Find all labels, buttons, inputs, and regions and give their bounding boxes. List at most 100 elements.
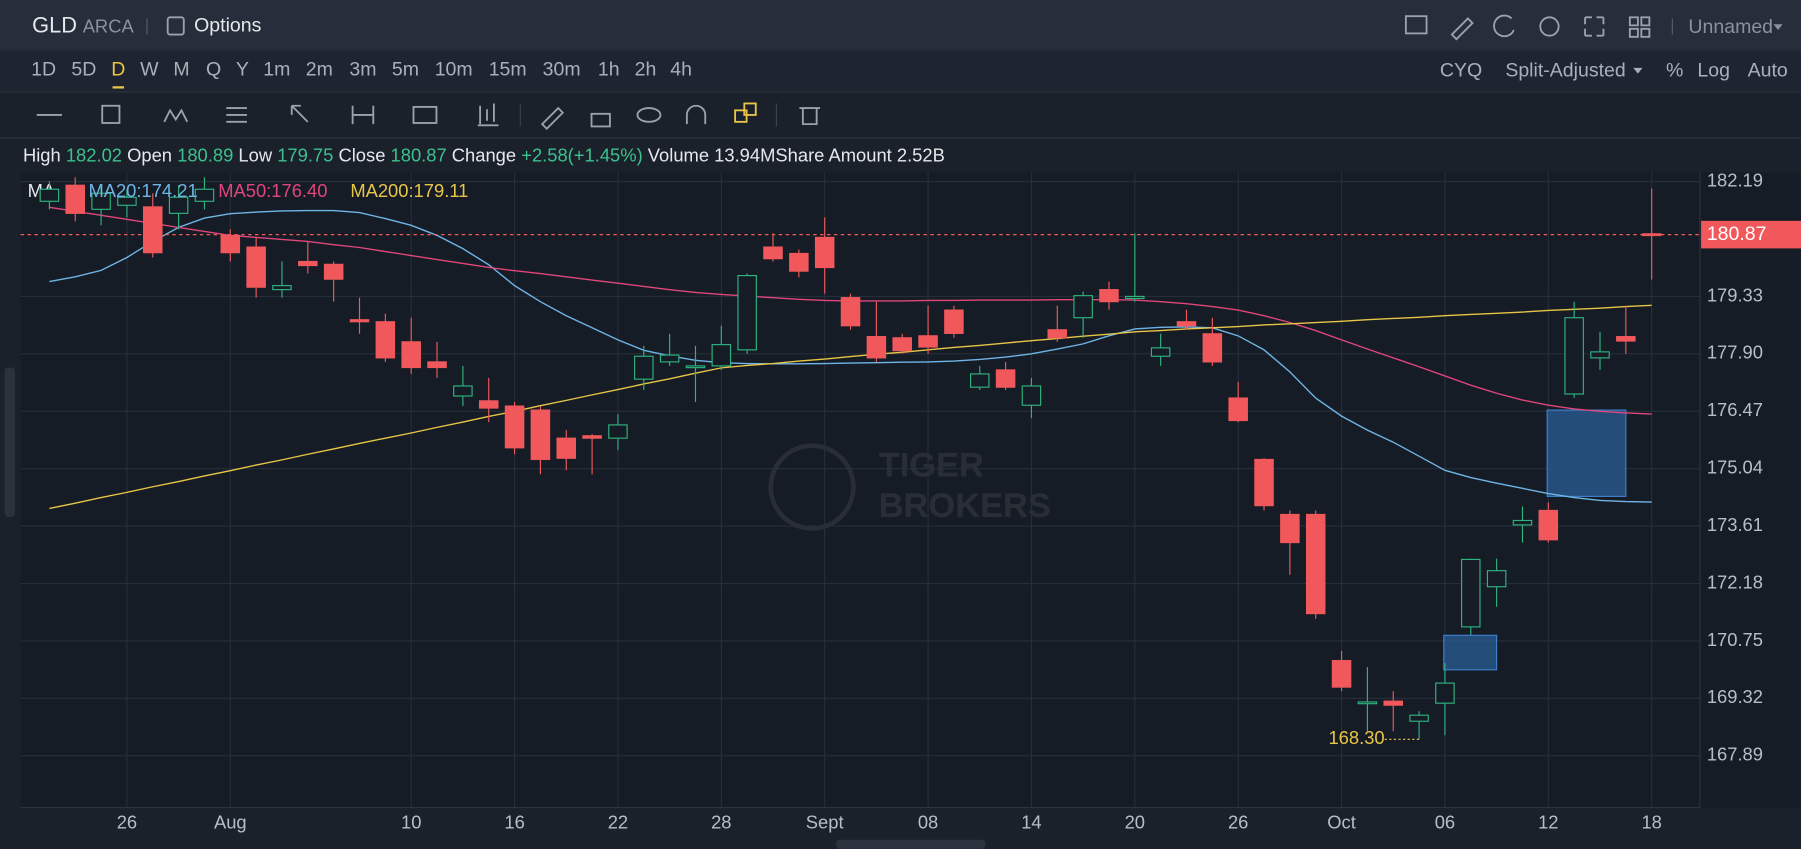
timeframe-button[interactable]: D — [111, 58, 125, 80]
timeframe-button[interactable]: 3m — [349, 58, 376, 80]
icon-fullscreen[interactable] — [1584, 16, 1605, 37]
quote-value: 180.87 — [391, 144, 447, 165]
candle — [1409, 711, 1429, 740]
candle — [1047, 305, 1068, 342]
quote-value: +2.58(+1.45%) — [521, 144, 642, 165]
y-tick-label: 179.33 — [1707, 284, 1763, 305]
drawing-tools — [36, 102, 821, 131]
candle-body — [789, 252, 809, 272]
icon-layout[interactable] — [1628, 16, 1639, 27]
tool-rect[interactable] — [101, 104, 121, 124]
timeframe-button[interactable]: 30m — [543, 58, 581, 80]
candle-body — [272, 285, 292, 291]
icon-refresh[interactable] — [1493, 14, 1515, 38]
candle-body — [1512, 519, 1533, 526]
chart-option[interactable]: Log — [1697, 59, 1730, 81]
chart-option[interactable]: % — [1666, 59, 1683, 81]
timeframe-button[interactable]: 5m — [392, 58, 419, 80]
chart-option[interactable]: Auto — [1748, 59, 1788, 81]
tool-delete[interactable] — [799, 107, 821, 126]
candle — [763, 233, 783, 262]
icon-layout — [1640, 16, 1651, 27]
candle — [39, 181, 60, 210]
candle — [530, 406, 551, 475]
tool-pattern[interactable] — [163, 108, 189, 123]
tool-candle[interactable] — [477, 103, 499, 127]
candle — [65, 177, 85, 222]
options-button[interactable]: Options — [194, 15, 261, 37]
icon-edit[interactable] — [1450, 17, 1474, 41]
timeframe-button[interactable]: Y — [236, 58, 249, 80]
tool-fib[interactable] — [226, 107, 247, 123]
timeframe-button[interactable]: 1D — [31, 58, 56, 80]
chart-option[interactable]: CYQ — [1440, 59, 1482, 81]
tool-pen[interactable] — [540, 106, 565, 131]
candle-body — [1280, 513, 1300, 544]
quote-value: 13.94M — [714, 144, 775, 165]
candle — [1305, 510, 1326, 619]
candle — [168, 185, 189, 230]
timeframe-button[interactable]: M — [173, 58, 189, 80]
chart-option[interactable]: Split-Adjusted — [1505, 59, 1625, 81]
tool-lock[interactable] — [590, 112, 611, 128]
last-price-label: 180.87 — [1707, 223, 1767, 245]
timeframe-button[interactable]: 2h — [635, 58, 657, 80]
candle — [892, 333, 912, 354]
timeframe-button[interactable]: 5D — [71, 58, 96, 80]
timeframe-button[interactable]: 1m — [263, 58, 290, 80]
tool-link[interactable] — [734, 109, 748, 123]
header-bar — [0, 0, 1801, 51]
candle — [1099, 281, 1119, 310]
candle — [1254, 458, 1274, 511]
y-tick-label: 173.61 — [1707, 514, 1763, 535]
candle-body — [1435, 682, 1455, 704]
candle-body — [1461, 558, 1481, 628]
icon-settings[interactable] — [1539, 16, 1560, 37]
candle — [246, 237, 266, 298]
tool-eye[interactable] — [636, 107, 662, 123]
candle — [1021, 377, 1042, 419]
tool-magnet[interactable] — [685, 104, 707, 125]
tool-measure[interactable] — [351, 105, 375, 125]
timeframe-button[interactable]: 10m — [435, 58, 473, 80]
x-tick-label: 26 — [117, 811, 137, 832]
candle — [556, 430, 577, 471]
side-handle[interactable] — [4, 367, 15, 517]
candle — [1564, 301, 1584, 399]
candle-body — [918, 335, 938, 348]
candle — [737, 273, 757, 354]
x-tick-label: 20 — [1125, 811, 1145, 832]
quote-value: 2.52B — [897, 144, 945, 165]
scrollbar[interactable] — [836, 839, 986, 849]
tool-text[interactable] — [412, 105, 438, 124]
candle — [298, 241, 318, 274]
candle — [194, 177, 215, 210]
timeframe-button[interactable]: 1h — [598, 58, 620, 80]
layout-name[interactable]: Unnamed — [1688, 16, 1773, 38]
candle-body — [608, 424, 628, 439]
tool-arrow[interactable] — [290, 104, 309, 123]
quote-value: 182.02 — [66, 144, 122, 165]
candle-body — [814, 236, 835, 269]
ma-line — [49, 209, 1652, 503]
candle — [1125, 233, 1145, 302]
candle — [1150, 333, 1171, 366]
timeframe-button[interactable]: W — [140, 58, 159, 80]
x-tick-label: Oct — [1327, 811, 1356, 832]
candle — [840, 293, 861, 330]
candle-body — [1383, 700, 1404, 706]
y-tick-label: 167.89 — [1707, 744, 1763, 765]
candle-body — [556, 437, 577, 459]
candle-body — [711, 344, 732, 367]
symbol[interactable]: GLD — [32, 12, 77, 37]
timeframe-button[interactable]: Q — [206, 58, 221, 80]
icon-chart[interactable] — [1404, 15, 1428, 35]
timeframe-button[interactable]: 2m — [306, 58, 333, 80]
candle-body — [453, 385, 473, 397]
timeframe-button[interactable]: 4h — [670, 58, 692, 80]
watermark-text: BROKERS — [879, 487, 1051, 525]
y-tick-label: 177.90 — [1707, 342, 1763, 363]
dropdown-arrow — [1633, 67, 1643, 74]
timeframe-button[interactable]: 15m — [489, 58, 527, 80]
candle — [453, 365, 473, 407]
